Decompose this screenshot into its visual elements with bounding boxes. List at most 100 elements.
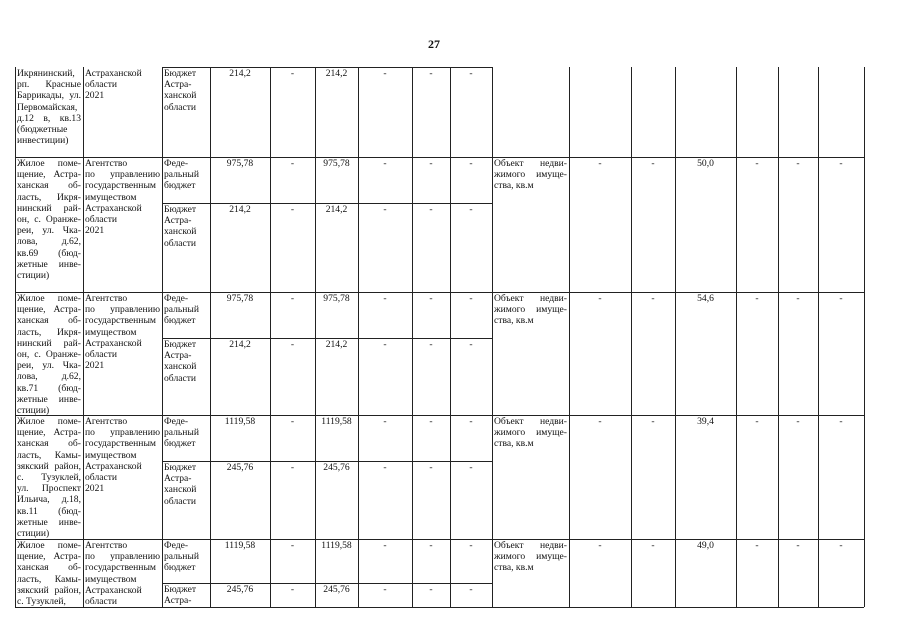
cell-text-line: бюджет [164, 562, 196, 574]
cell-text-line: Бюджет [164, 462, 197, 473]
table-rule [412, 67, 413, 607]
funding-value: - [469, 540, 473, 551]
responsible-agency: Агентство по управлению государственным иму… [83, 415, 162, 539]
cell-text-line: ханской [164, 361, 197, 373]
table-rule [15, 157, 864, 158]
cell-text-line: д.12 в, кв.13 [17, 112, 81, 124]
table-rule [270, 67, 271, 607]
cell-text-line: 2021 [85, 483, 105, 495]
table-rule [162, 461, 492, 462]
cell-text-line: ласть, Камы- [17, 573, 81, 585]
table-rule [569, 67, 570, 607]
funding-value: - [469, 293, 473, 304]
cell-text-line: жимого имуще- [494, 551, 567, 563]
funding-value: - [469, 416, 473, 427]
cell-text-line: 2021 [85, 360, 105, 372]
funding-value: 1119,58 [224, 540, 256, 551]
cell-text-line: лова, д.62, [17, 371, 81, 383]
funding-value: - [469, 158, 473, 169]
table-rule [15, 539, 864, 540]
funding-value: - [469, 462, 473, 473]
indicator-name: Объект недви-жимого имуще-ства, кв.м [492, 292, 569, 415]
funding-value: - [290, 416, 295, 427]
funding-source: Бюджет Астра-ханской области [162, 203, 210, 292]
table-rule [864, 67, 865, 607]
cell-text-line: ханской [164, 226, 197, 238]
indicator-name: Объект недви-жимого имуще-ства, кв.м [492, 539, 569, 607]
funding-source: Феде-ральный бюджет [162, 539, 210, 583]
funding-value: - [429, 158, 433, 169]
funding-value: 975,78 [323, 158, 350, 169]
funding-value: - [290, 462, 295, 473]
cell-text-line: он, с. Оранже- [17, 214, 81, 226]
funding-source: Бюджет Астра-ханской области [162, 461, 210, 539]
cell-text-line: Жилое поме- [17, 416, 81, 427]
cell-text-line: области [164, 237, 197, 249]
cell-text-line: (бюджетные [17, 124, 68, 136]
object-description: Икрянинский, рп. Красные Баррикады, ул. Пер… [15, 67, 83, 157]
cell-text-line: кв.69 (бюд- [17, 247, 81, 259]
cell-text-line: 2021 [85, 225, 105, 237]
funding-value: - [469, 339, 473, 350]
table-rule [736, 67, 737, 607]
cell-text-line: области [164, 101, 197, 113]
funding-value: - [383, 462, 387, 473]
funding-value: 975,78 [226, 158, 254, 169]
cell-text-line: реи, ул. Чка- [17, 360, 81, 372]
responsible-agency: Агентство по управлению государственным иму… [83, 157, 162, 292]
indicator-value: - [598, 158, 602, 169]
cell-text-line: Астраханской [85, 337, 142, 349]
cell-text-line: бюджет [164, 180, 196, 192]
funding-value: - [469, 584, 473, 595]
funding-value: - [429, 339, 433, 350]
funding-value: - [290, 584, 295, 595]
cell-text-line: Астра- [164, 215, 192, 227]
table-rule [210, 67, 211, 607]
cell-text-line: щение, Астра- [17, 304, 81, 316]
indicator-value: - [796, 416, 800, 427]
cell-text-line: государственным [85, 315, 156, 327]
table-rule [15, 67, 16, 607]
cell-text-line: имуществом [85, 191, 137, 203]
cell-text-line: Жилое поме- [17, 540, 81, 551]
cell-text-line: имуществом [85, 326, 137, 338]
responsible-agency: Агентство по управлению государственным иму… [83, 292, 162, 415]
object-description: Жилое поме-щение, Астра-ханская об-ласть… [15, 539, 83, 607]
cell-text-line: Астра- [164, 595, 192, 607]
cell-text-line: нинский рай- [17, 337, 81, 349]
funding-value: 1119,58 [224, 416, 256, 427]
cell-text-line: ства, кв.м [494, 315, 534, 327]
funding-value: 214,2 [325, 68, 348, 79]
cell-text-line: с. Тузуклей, [17, 596, 66, 607]
cell-text-line: ханская об- [17, 180, 81, 192]
indicator-value: 39,4 [697, 416, 714, 427]
table-rule [162, 67, 492, 68]
cell-text-line: ства, кв.м [494, 438, 534, 450]
cell-text-line: Астраханской [85, 584, 142, 596]
funding-value: - [383, 416, 387, 427]
cell-text-line: реи, ул. Чка- [17, 225, 81, 237]
cell-text-line: ласть, Камы- [17, 449, 81, 461]
indicator-value: - [796, 293, 800, 304]
cell-text-line: Астраханской [85, 68, 142, 79]
table-rule [631, 67, 632, 607]
cell-text-line: Объект недви- [494, 416, 567, 427]
indicator-name: Объект недви-жимого имуще-ства, кв.м [492, 157, 569, 292]
cell-text-line: ханская об- [17, 315, 81, 327]
cell-text-line: Объект недви- [494, 540, 567, 551]
funding-value: - [290, 68, 295, 79]
object-description: Жилое поме-щение, Астра-ханская об-ласть… [15, 292, 83, 415]
funding-value: - [383, 158, 387, 169]
indicator-value: - [796, 158, 800, 169]
cell-text-line: нинский рай- [17, 202, 81, 214]
funding-value: 245,76 [323, 584, 350, 595]
indicator-name: Объект недви-жимого имуще-ства, кв.м [492, 415, 569, 539]
funding-value: - [290, 293, 295, 304]
funding-value: - [429, 68, 433, 79]
cell-text-line: стиции) [17, 270, 50, 282]
indicator-value: - [598, 293, 602, 304]
cell-text-line: имуществом [85, 449, 137, 461]
cell-text-line: ральный [164, 304, 200, 316]
cell-text-line: щение, Астра- [17, 427, 81, 439]
funding-source: Феде-ральный бюджет [162, 157, 210, 203]
